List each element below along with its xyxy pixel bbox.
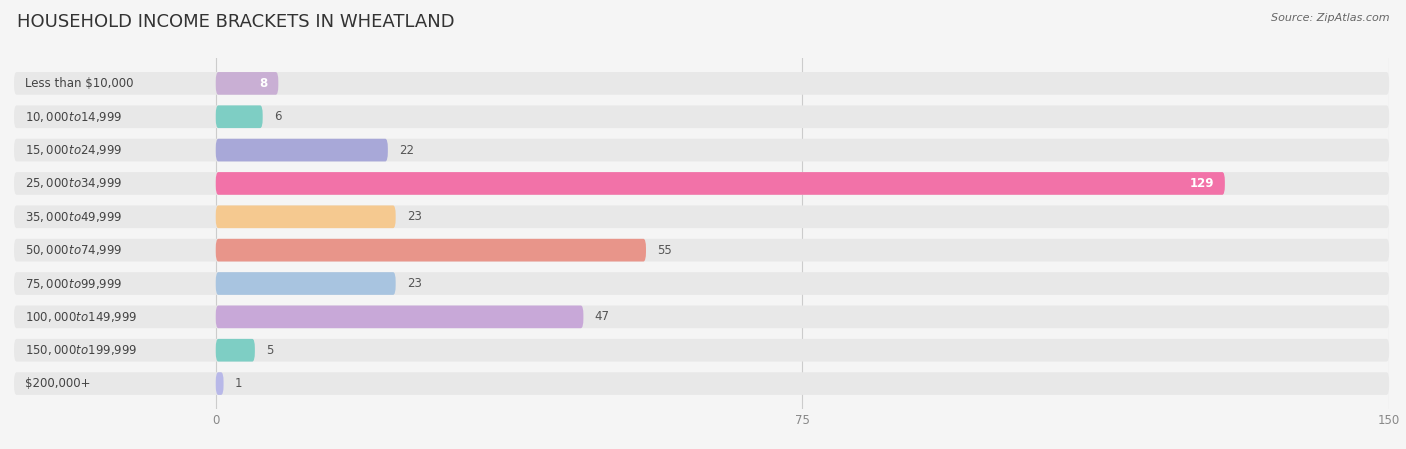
FancyBboxPatch shape (14, 239, 1389, 261)
FancyBboxPatch shape (14, 106, 1389, 128)
Text: $25,000 to $34,999: $25,000 to $34,999 (25, 176, 122, 190)
Text: 47: 47 (595, 310, 609, 323)
FancyBboxPatch shape (14, 139, 1389, 162)
Text: 129: 129 (1189, 177, 1213, 190)
FancyBboxPatch shape (215, 305, 583, 328)
FancyBboxPatch shape (215, 72, 278, 95)
FancyBboxPatch shape (14, 206, 1389, 228)
Text: 55: 55 (657, 244, 672, 257)
Text: $35,000 to $49,999: $35,000 to $49,999 (25, 210, 122, 224)
Text: $200,000+: $200,000+ (25, 377, 90, 390)
FancyBboxPatch shape (14, 72, 1389, 95)
Text: 23: 23 (406, 277, 422, 290)
Text: 6: 6 (274, 110, 281, 123)
FancyBboxPatch shape (215, 206, 395, 228)
Text: $10,000 to $14,999: $10,000 to $14,999 (25, 110, 122, 124)
FancyBboxPatch shape (14, 172, 1389, 195)
Text: 22: 22 (399, 144, 413, 157)
Text: $150,000 to $199,999: $150,000 to $199,999 (25, 343, 138, 357)
FancyBboxPatch shape (14, 339, 1389, 361)
Text: 5: 5 (266, 344, 273, 357)
Text: $15,000 to $24,999: $15,000 to $24,999 (25, 143, 122, 157)
Text: $100,000 to $149,999: $100,000 to $149,999 (25, 310, 138, 324)
FancyBboxPatch shape (215, 172, 1225, 195)
FancyBboxPatch shape (215, 106, 263, 128)
Text: Less than $10,000: Less than $10,000 (25, 77, 134, 90)
Text: Source: ZipAtlas.com: Source: ZipAtlas.com (1271, 13, 1389, 23)
FancyBboxPatch shape (215, 339, 254, 361)
Text: 8: 8 (259, 77, 267, 90)
Text: HOUSEHOLD INCOME BRACKETS IN WHEATLAND: HOUSEHOLD INCOME BRACKETS IN WHEATLAND (17, 13, 454, 31)
Text: 1: 1 (235, 377, 242, 390)
Text: $50,000 to $74,999: $50,000 to $74,999 (25, 243, 122, 257)
FancyBboxPatch shape (215, 239, 645, 261)
FancyBboxPatch shape (215, 139, 388, 162)
FancyBboxPatch shape (14, 305, 1389, 328)
Text: $75,000 to $99,999: $75,000 to $99,999 (25, 277, 122, 291)
FancyBboxPatch shape (14, 272, 1389, 295)
FancyBboxPatch shape (215, 372, 224, 395)
FancyBboxPatch shape (215, 272, 395, 295)
Text: 23: 23 (406, 210, 422, 223)
FancyBboxPatch shape (14, 372, 1389, 395)
